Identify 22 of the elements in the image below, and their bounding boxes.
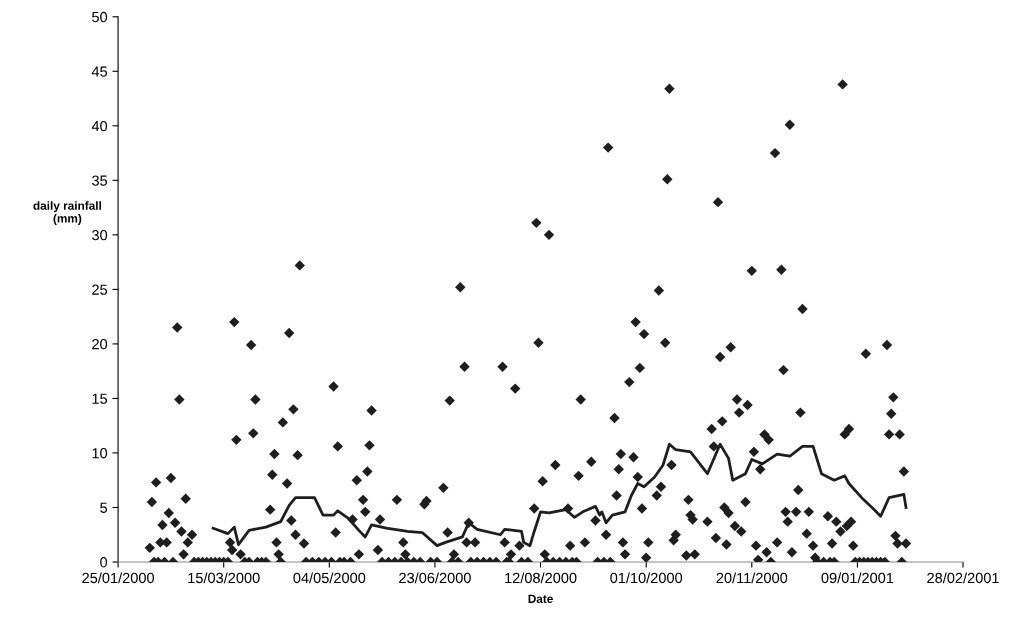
y-tick-label: 10 <box>92 448 108 459</box>
x-tick-label: 12/08/2000 <box>505 572 577 584</box>
x-tick-label: 23/06/2000 <box>399 572 471 584</box>
x-axis-title: Date <box>528 594 553 604</box>
x-tick-label: 15/03/2000 <box>188 572 260 584</box>
x-tick-label: 25/01/2000 <box>82 572 155 584</box>
y-axis-title: daily rainfall (mm) <box>33 201 101 225</box>
x-tick-label: 20/11/2000 <box>716 572 788 584</box>
y-tick-label: 0 <box>100 557 108 568</box>
y-tick-label: 25 <box>92 284 108 295</box>
y-tick-label: 50 <box>92 11 108 23</box>
y-tick-label: 40 <box>91 120 108 132</box>
x-tick-label: 04/05/2000 <box>293 572 366 584</box>
y-tick-label: 15 <box>92 393 108 404</box>
y-tick-label: 30 <box>92 229 108 241</box>
x-tick-label: 28/02/2001 <box>927 572 999 584</box>
x-tick-label: 09/01/2001 <box>821 572 894 584</box>
x-tick-label: 01/10/2000 <box>610 572 683 584</box>
y-tick-label: 20 <box>92 339 108 350</box>
y-tick-label: 5 <box>100 502 108 513</box>
y-tick-label: 35 <box>92 175 108 186</box>
y-tick-label: 45 <box>91 66 108 77</box>
